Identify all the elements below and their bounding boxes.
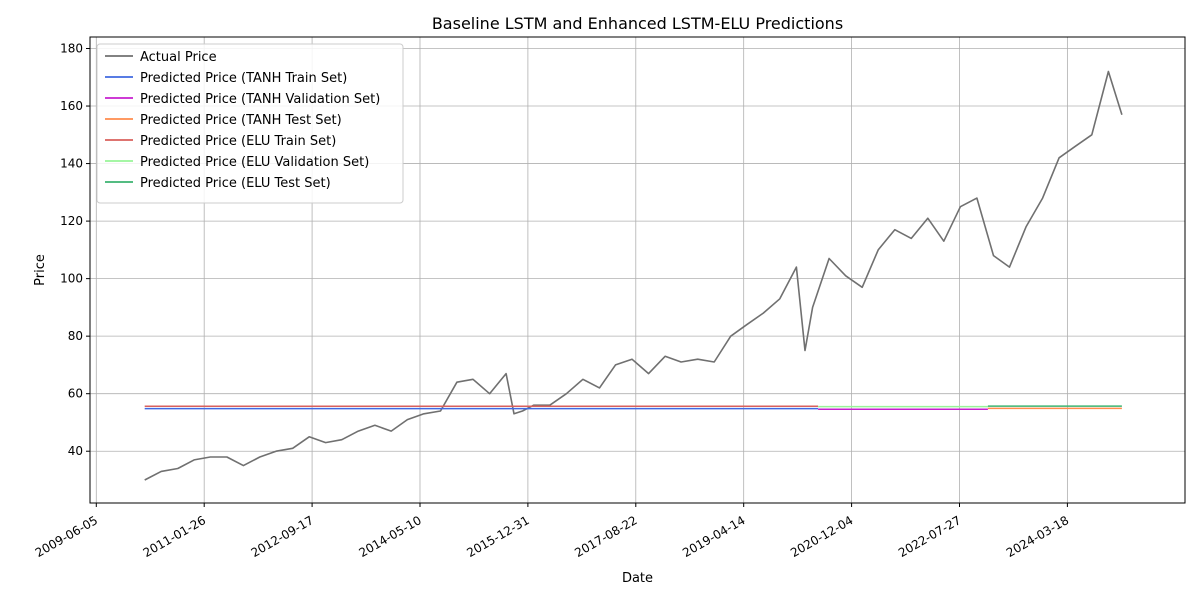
x-tick-label: 2011-01-26 <box>141 513 208 560</box>
x-tick-label: 2014-05-10 <box>356 513 423 560</box>
y-axis-label: Price <box>33 254 48 286</box>
y-tick-label: 100 <box>60 272 83 286</box>
x-tick-label: 2012-09-17 <box>249 513 316 560</box>
x-tick-label: 2022-07-27 <box>896 513 963 560</box>
chart-title: Baseline LSTM and Enhanced LSTM-ELU Pred… <box>432 14 843 33</box>
series-line-actual-price <box>144 70 1123 481</box>
legend-entry: Predicted Price (TANH Validation Set) <box>140 92 380 107</box>
x-tick-label: 2017-08-22 <box>572 513 639 560</box>
x-tick-label: 2015-12-31 <box>464 513 531 560</box>
x-tick-label: 2009-06-05 <box>33 513 100 560</box>
x-tick-label: 2024-03-18 <box>1004 513 1071 560</box>
x-axis-label: Date <box>622 571 653 586</box>
y-tick-label: 140 <box>60 157 83 171</box>
y-tick-label: 80 <box>68 329 83 343</box>
series-layer <box>144 70 1123 481</box>
legend-box <box>96 43 404 204</box>
legend-entry: Actual Price <box>140 50 217 65</box>
legend-entry: Predicted Price (ELU Train Set) <box>140 134 336 149</box>
y-tick-label: 160 <box>60 99 83 113</box>
legend-entry: Predicted Price (ELU Validation Set) <box>140 155 369 170</box>
plot-frame <box>89 36 1186 504</box>
x-axis: 2009-06-05 2011-01-26 2012-09-17 2014-05-10… <box>33 503 1071 560</box>
y-tick-label: 40 <box>68 444 83 458</box>
y-tick-label: 180 <box>60 42 83 56</box>
grid-lines <box>90 37 1185 503</box>
x-tick-label: 2020-12-04 <box>788 513 855 560</box>
y-axis: 40 60 80 100 120 140 160 180 <box>60 42 90 458</box>
legend-entry: Predicted Price (TANH Train Set) <box>140 71 347 86</box>
y-tick-label: 60 <box>68 387 83 401</box>
legend-entry: Predicted Price (ELU Test Set) <box>140 176 331 191</box>
x-tick-label: 2019-04-14 <box>680 513 747 560</box>
legend-entry: Predicted Price (TANH Test Set) <box>140 113 342 128</box>
y-tick-label: 120 <box>60 214 83 228</box>
legend: Actual Price Predicted Price (TANH Train … <box>96 43 404 204</box>
